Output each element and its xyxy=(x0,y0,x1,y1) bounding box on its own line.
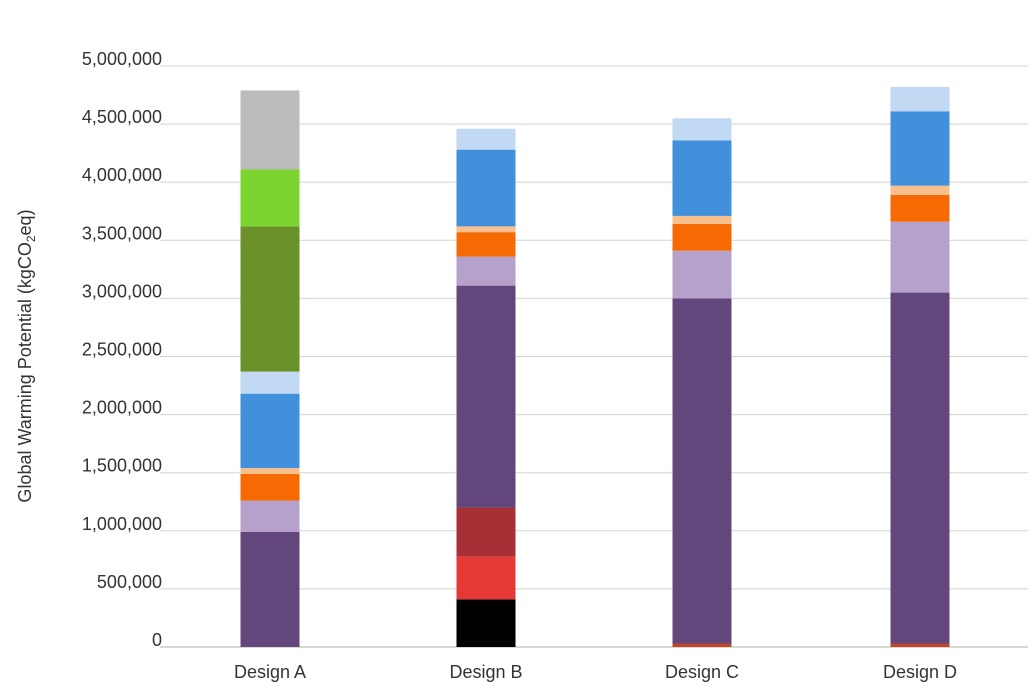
bar-segment xyxy=(890,194,950,222)
bar-segment xyxy=(672,140,732,216)
bar-segment xyxy=(240,371,300,394)
bar-segment xyxy=(240,531,300,647)
bar-segment xyxy=(456,556,516,600)
bar-segment xyxy=(890,221,950,293)
y-axis-title-subscript: 2 xyxy=(24,235,38,242)
x-category-label: Design C xyxy=(665,662,739,682)
bar-segment xyxy=(240,393,300,469)
bar-segment xyxy=(240,473,300,501)
bar-segment xyxy=(890,292,950,644)
bar-segment xyxy=(240,169,300,227)
bar-segment xyxy=(672,298,732,644)
y-axis-tick-labels: 0 500,000 1,000,000 1,500,000 2,000,000 2,500… xyxy=(82,49,162,650)
y-tick-label: 2,000,000 xyxy=(82,398,162,418)
bar-segment xyxy=(456,599,516,647)
bar-segment xyxy=(240,468,300,474)
y-tick-label: 500,000 xyxy=(97,572,162,592)
y-tick-label: 4,500,000 xyxy=(82,107,162,127)
y-tick-label: 0 xyxy=(152,630,162,650)
x-category-label: Design A xyxy=(234,662,306,682)
bar-segment xyxy=(456,256,516,286)
bar-segment xyxy=(456,128,516,150)
bar-segment xyxy=(240,90,300,170)
y-axis-title-tail: eq) xyxy=(15,209,35,235)
y-tick-label: 5,000,000 xyxy=(82,49,162,69)
bars xyxy=(240,86,950,647)
bar-segment xyxy=(672,643,732,647)
y-tick-label: 3,500,000 xyxy=(82,223,162,243)
bar-segment xyxy=(890,86,950,112)
y-axis-title-main: Global Warming Potential (kgCO xyxy=(15,242,35,502)
y-tick-label: 2,500,000 xyxy=(82,340,162,360)
bar-segment xyxy=(456,149,516,227)
y-tick-label: 1,000,000 xyxy=(82,514,162,534)
bar-segment xyxy=(890,643,950,647)
bar-segment xyxy=(672,118,732,141)
y-tick-label: 3,000,000 xyxy=(82,281,162,301)
bar-segment xyxy=(456,507,516,557)
y-tick-label: 4,000,000 xyxy=(82,165,162,185)
bar-segment xyxy=(456,285,516,508)
x-axis-category-labels: Design A Design B Design C Design D xyxy=(234,662,957,682)
bar-segment xyxy=(672,250,732,299)
bar-segment xyxy=(456,232,516,257)
y-tick-label: 1,500,000 xyxy=(82,456,162,476)
bar-segment xyxy=(456,226,516,233)
bar-segment xyxy=(672,224,732,251)
y-axis-title: Global Warming Potential (kgCO2eq) xyxy=(15,209,38,502)
bar-segment xyxy=(672,215,732,225)
gridlines xyxy=(160,65,1028,648)
bar-segment xyxy=(890,185,950,195)
x-category-label: Design B xyxy=(449,662,522,682)
bar-segment xyxy=(890,111,950,186)
bar-segment xyxy=(240,500,300,532)
bar-segment xyxy=(240,226,300,372)
x-category-label: Design D xyxy=(883,662,957,682)
